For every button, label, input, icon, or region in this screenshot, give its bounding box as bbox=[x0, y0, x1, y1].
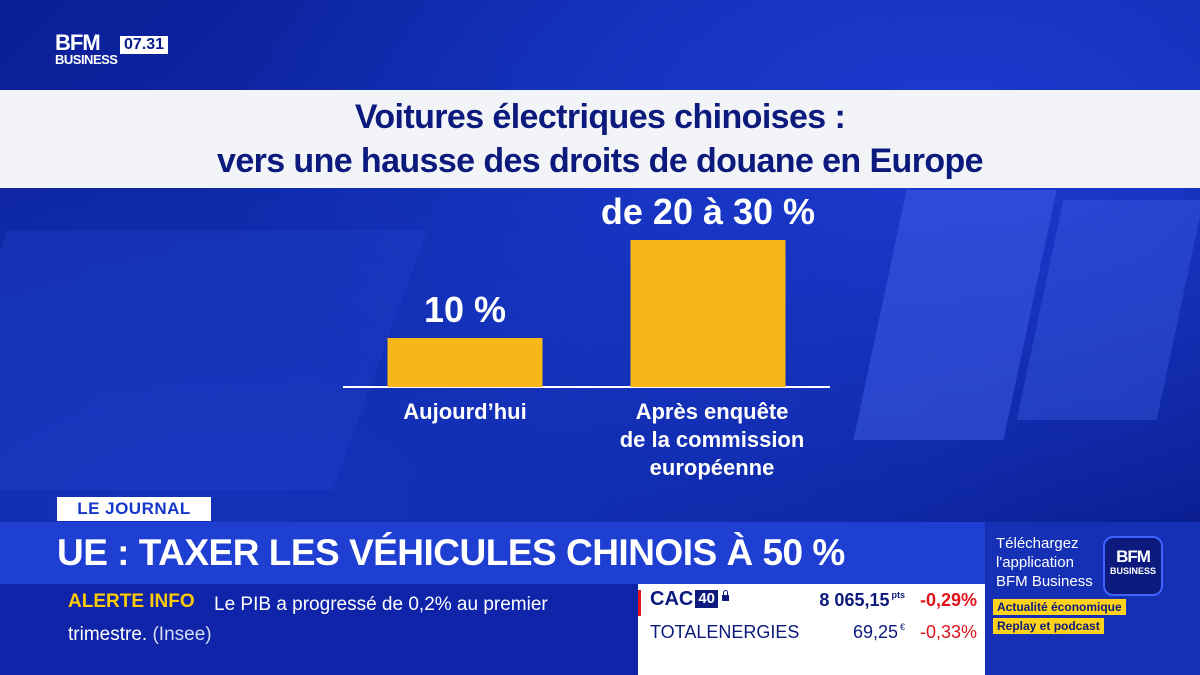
index-label: CAC bbox=[650, 588, 694, 610]
app-logo-top: BFM bbox=[1116, 547, 1151, 566]
graphic-title-band: Voitures électriques chinoises : vers un… bbox=[0, 90, 1200, 188]
stock-change: -0,33% bbox=[919, 622, 977, 642]
index-badge: 40 bbox=[695, 590, 719, 608]
news-ticker bbox=[0, 584, 638, 675]
stock-name: TOTALENERGIES bbox=[650, 622, 800, 642]
index-unit: pts bbox=[891, 590, 906, 600]
logo-bfm: BFM bbox=[55, 30, 101, 55]
data-label-2: de 20 à 30 % bbox=[601, 191, 815, 232]
index-name: CAC 40 bbox=[650, 588, 730, 611]
app-logo-icon: BFM BUSINESS bbox=[1103, 536, 1163, 596]
headline-band bbox=[0, 522, 985, 584]
alert-body: Le PIB a progressé de 0,2% au premier tr… bbox=[68, 594, 548, 645]
lock-icon bbox=[722, 590, 730, 601]
category-label-2: de la commission bbox=[620, 427, 805, 452]
index-value: 8 065,15 pts bbox=[819, 590, 905, 611]
stock-unit: € bbox=[899, 622, 905, 632]
stock-value: 69,25 € bbox=[853, 622, 905, 643]
market-row-cac40: CAC 40 8 065,15 pts -0,29% bbox=[638, 586, 985, 616]
stock-value-number: 69,25 bbox=[852, 622, 898, 642]
alert-text: Le PIB a progressé de 0,2% au premier tr… bbox=[68, 590, 628, 650]
alert-source: (Insee) bbox=[152, 624, 212, 645]
index-value-number: 8 065,15 bbox=[819, 590, 890, 610]
promo-chip-news: Actualité économique bbox=[993, 599, 1126, 615]
channel-logo: BFM BUSINESS bbox=[55, 30, 118, 67]
index-change: -0,29% bbox=[919, 590, 977, 610]
app-promo: Téléchargez l'application BFM Business B… bbox=[985, 522, 1200, 675]
category-label-2: européenne bbox=[650, 455, 775, 480]
bar-2 bbox=[630, 240, 786, 387]
promo-text: Téléchargez l'application BFM Business bbox=[996, 535, 1093, 590]
graphic-title-line1: Voitures électriques chinoises : bbox=[354, 98, 846, 136]
market-panel: CAC 40 8 065,15 pts -0,29% TOTALENERGIES 6… bbox=[638, 584, 985, 675]
promo-chip-replay: Replay et podcast bbox=[993, 618, 1104, 634]
logo-business: BUSINESS bbox=[55, 52, 118, 67]
program-tag: LE JOURNAL bbox=[57, 497, 211, 521]
category-label-1: Aujourd’hui bbox=[403, 399, 526, 424]
data-label-1: 10 % bbox=[424, 289, 506, 330]
bar-1 bbox=[387, 338, 543, 387]
clock: 07.31 bbox=[120, 36, 169, 54]
market-accent bbox=[638, 590, 641, 616]
app-logo-bottom: BUSINESS bbox=[1109, 566, 1156, 576]
market-row-stock: TOTALENERGIES 69,25 € -0,33% bbox=[638, 618, 985, 648]
headline: UE : TAXER LES VÉHICULES CHINOIS À 50 % bbox=[57, 532, 845, 573]
alert-label: ALERTE INFO bbox=[68, 591, 195, 612]
category-label-2: Après enquête bbox=[636, 399, 789, 424]
graphic-title-line2: vers une hausse des droits de douane en … bbox=[217, 142, 984, 180]
